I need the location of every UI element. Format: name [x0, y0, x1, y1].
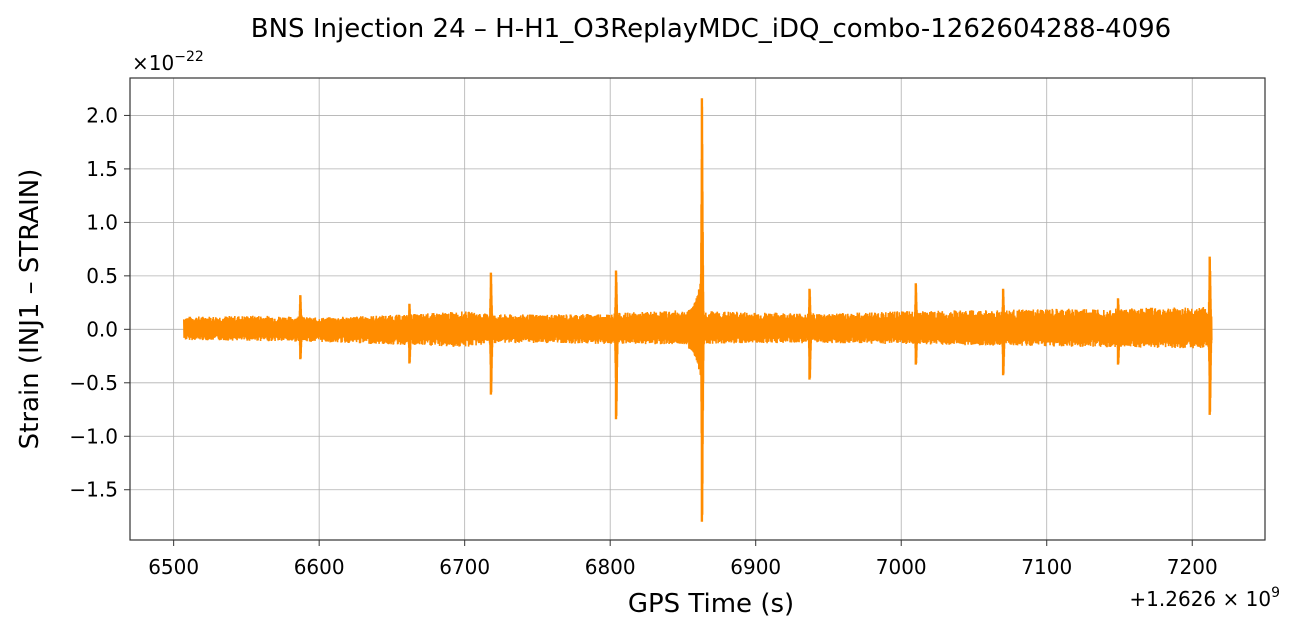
y-tick-label: 1.5 — [86, 157, 118, 181]
y-tick-label: 2.0 — [86, 103, 118, 127]
glitch-spike — [613, 270, 619, 420]
chart-title: BNS Injection 24 – H-H1_O3ReplayMDC_iDQ_… — [251, 14, 1171, 44]
y-tick-label: 0.0 — [86, 317, 118, 341]
y-multiplier: ×10−22 — [132, 49, 204, 75]
y-tick-label: −0.5 — [69, 371, 118, 395]
y-tick-label: 1.0 — [86, 210, 118, 234]
y-tick-label: −1.5 — [69, 478, 118, 502]
x-tick-label: 6900 — [730, 555, 781, 579]
y-tick-label: 0.5 — [86, 264, 118, 288]
x-tick-label: 6800 — [585, 555, 636, 579]
x-tick-label: 7200 — [1167, 555, 1218, 579]
glitch-spike — [1207, 256, 1213, 415]
chirp-trace — [688, 282, 703, 377]
glitch-spike — [913, 283, 919, 365]
x-tick-label: 7000 — [876, 555, 927, 579]
x-tick-label: 6500 — [148, 555, 199, 579]
glitch-spike — [1115, 298, 1121, 365]
x-axis-label: GPS Time (s) — [628, 589, 794, 619]
glitch-spike — [406, 303, 413, 364]
y-axis-label: Strain (INJ1 – STRAIN) — [15, 169, 45, 450]
glitch-spike — [297, 295, 304, 360]
glitch-spike — [488, 272, 494, 395]
glitch-spike — [1000, 288, 1006, 376]
plot-frame — [129, 77, 1266, 541]
x-offset-label: +1.2626 × 109 — [1129, 585, 1280, 611]
y-axis-ticks: −1.5 −1.0 −0.5 0.0 0.5 1.0 1.5 2.0 — [69, 103, 130, 502]
x-tick-label: 6600 — [294, 555, 345, 579]
x-axis-ticks: 6500 6600 6700 6800 6900 7000 7100 7200 — [148, 540, 1218, 579]
x-tick-label: 7100 — [1021, 555, 1072, 579]
x-tick-label: 6700 — [439, 555, 490, 579]
series-strain — [183, 98, 1213, 522]
glitch-spike — [806, 288, 813, 380]
y-tick-label: −1.0 — [69, 424, 118, 448]
